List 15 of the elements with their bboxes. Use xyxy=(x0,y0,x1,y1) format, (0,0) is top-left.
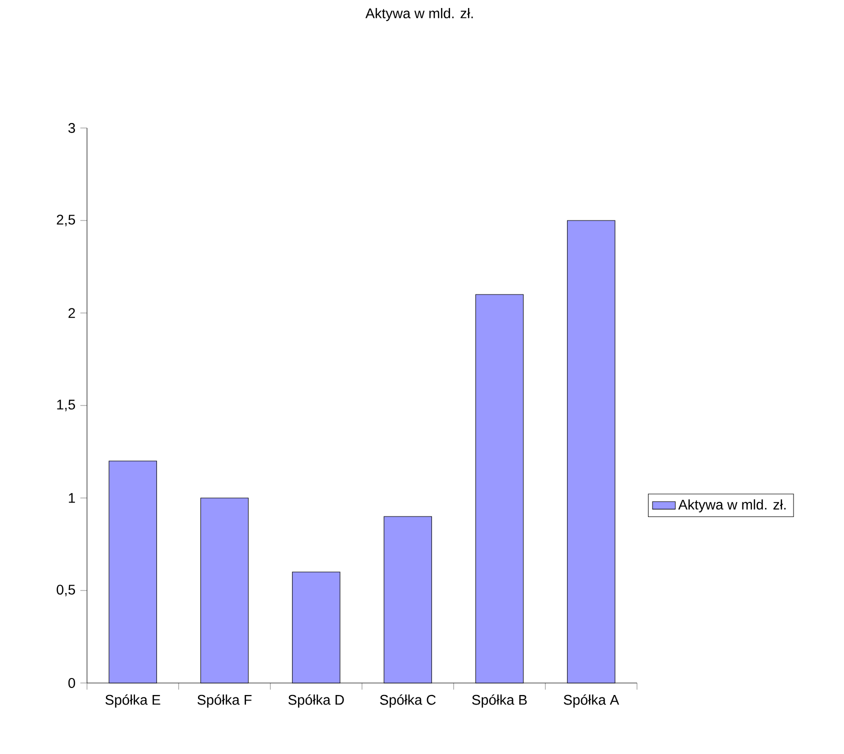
x-tick-label: Spółka F xyxy=(198,694,252,708)
y-tick-label: 1 xyxy=(68,493,75,503)
y-tick-label: 2,5 xyxy=(56,214,76,226)
x-tick-label: Spółka B xyxy=(472,694,527,708)
y-tick-label: 0 xyxy=(68,678,76,688)
x-tick-label: Spółka E xyxy=(105,694,160,708)
x-tick-label: Spółka D xyxy=(288,694,344,708)
legend-label: Aktywa w mld. zł. xyxy=(678,499,786,512)
y-tick-label: 1,5 xyxy=(57,400,76,412)
y-tick-label: 2 xyxy=(68,308,75,318)
x-tick-label: Spółka C xyxy=(380,694,436,708)
y-tick-label: 3 xyxy=(68,123,76,133)
chart-title: Aktywa w mld. zł. xyxy=(365,8,473,22)
y-tick-label: 0,5 xyxy=(56,584,76,596)
x-tick-label: Spółka A xyxy=(564,694,620,708)
